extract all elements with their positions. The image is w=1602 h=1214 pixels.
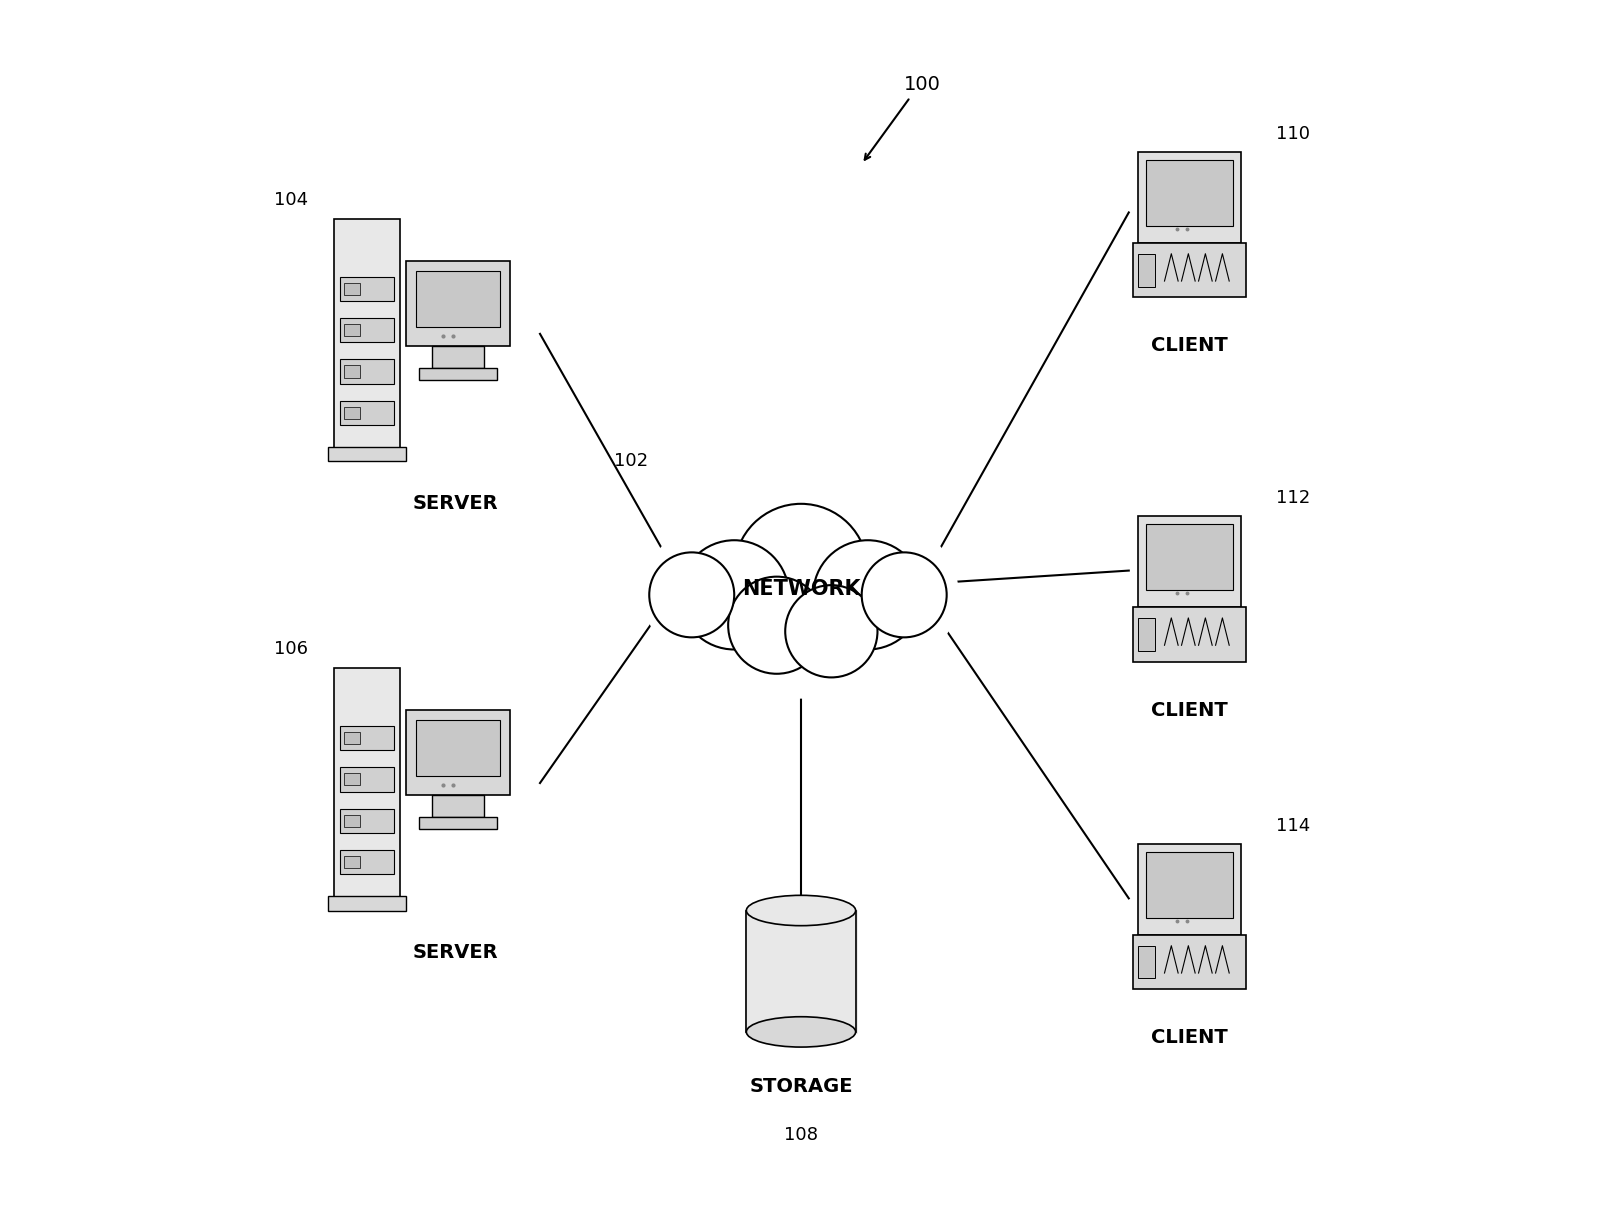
FancyBboxPatch shape [343,324,360,336]
FancyBboxPatch shape [407,261,509,346]
Text: STORAGE: STORAGE [750,1077,852,1096]
FancyBboxPatch shape [1139,618,1155,651]
Ellipse shape [747,1016,855,1046]
FancyBboxPatch shape [333,219,400,461]
Text: 102: 102 [614,453,649,470]
FancyBboxPatch shape [1139,254,1155,287]
FancyBboxPatch shape [417,271,500,327]
FancyBboxPatch shape [420,817,497,829]
FancyBboxPatch shape [1147,852,1232,918]
FancyBboxPatch shape [327,896,407,910]
FancyBboxPatch shape [340,809,394,833]
FancyBboxPatch shape [340,767,394,792]
FancyBboxPatch shape [343,365,360,378]
FancyBboxPatch shape [1133,607,1246,662]
Circle shape [729,577,825,674]
FancyBboxPatch shape [1137,844,1242,935]
Text: 106: 106 [274,641,308,658]
Text: CLIENT: CLIENT [1152,700,1227,720]
FancyBboxPatch shape [327,447,407,461]
FancyBboxPatch shape [1139,946,1155,978]
Text: 100: 100 [904,75,940,95]
FancyBboxPatch shape [340,401,394,425]
Text: 110: 110 [1275,125,1310,142]
FancyBboxPatch shape [417,720,500,776]
FancyBboxPatch shape [343,856,360,868]
Text: CLIENT: CLIENT [1152,1028,1227,1048]
FancyBboxPatch shape [333,668,400,910]
Ellipse shape [642,490,960,699]
Text: SERVER: SERVER [412,494,498,514]
Circle shape [862,552,947,637]
FancyBboxPatch shape [1133,243,1246,297]
FancyBboxPatch shape [343,773,360,785]
FancyBboxPatch shape [1147,160,1232,226]
FancyBboxPatch shape [433,795,484,817]
Text: 104: 104 [274,192,308,209]
Text: CLIENT: CLIENT [1152,336,1227,356]
FancyBboxPatch shape [340,359,394,384]
FancyBboxPatch shape [340,726,394,750]
FancyBboxPatch shape [343,407,360,419]
FancyBboxPatch shape [420,368,497,380]
Text: SERVER: SERVER [412,943,498,963]
Text: 108: 108 [783,1127,819,1144]
Text: 112: 112 [1275,489,1310,506]
FancyBboxPatch shape [340,318,394,342]
Circle shape [679,540,788,649]
Text: 114: 114 [1275,817,1310,834]
FancyBboxPatch shape [407,710,509,795]
FancyBboxPatch shape [1137,152,1242,243]
Ellipse shape [747,896,855,925]
FancyBboxPatch shape [747,910,855,1032]
Circle shape [785,585,878,677]
FancyBboxPatch shape [343,732,360,744]
FancyBboxPatch shape [340,277,394,301]
FancyBboxPatch shape [343,283,360,295]
FancyBboxPatch shape [340,850,394,874]
FancyBboxPatch shape [1137,516,1242,607]
FancyBboxPatch shape [1133,935,1246,989]
FancyBboxPatch shape [343,815,360,827]
FancyBboxPatch shape [433,346,484,368]
Circle shape [814,540,923,649]
FancyBboxPatch shape [1147,524,1232,590]
Circle shape [649,552,734,637]
Circle shape [734,504,868,637]
Text: NETWORK: NETWORK [742,579,860,599]
